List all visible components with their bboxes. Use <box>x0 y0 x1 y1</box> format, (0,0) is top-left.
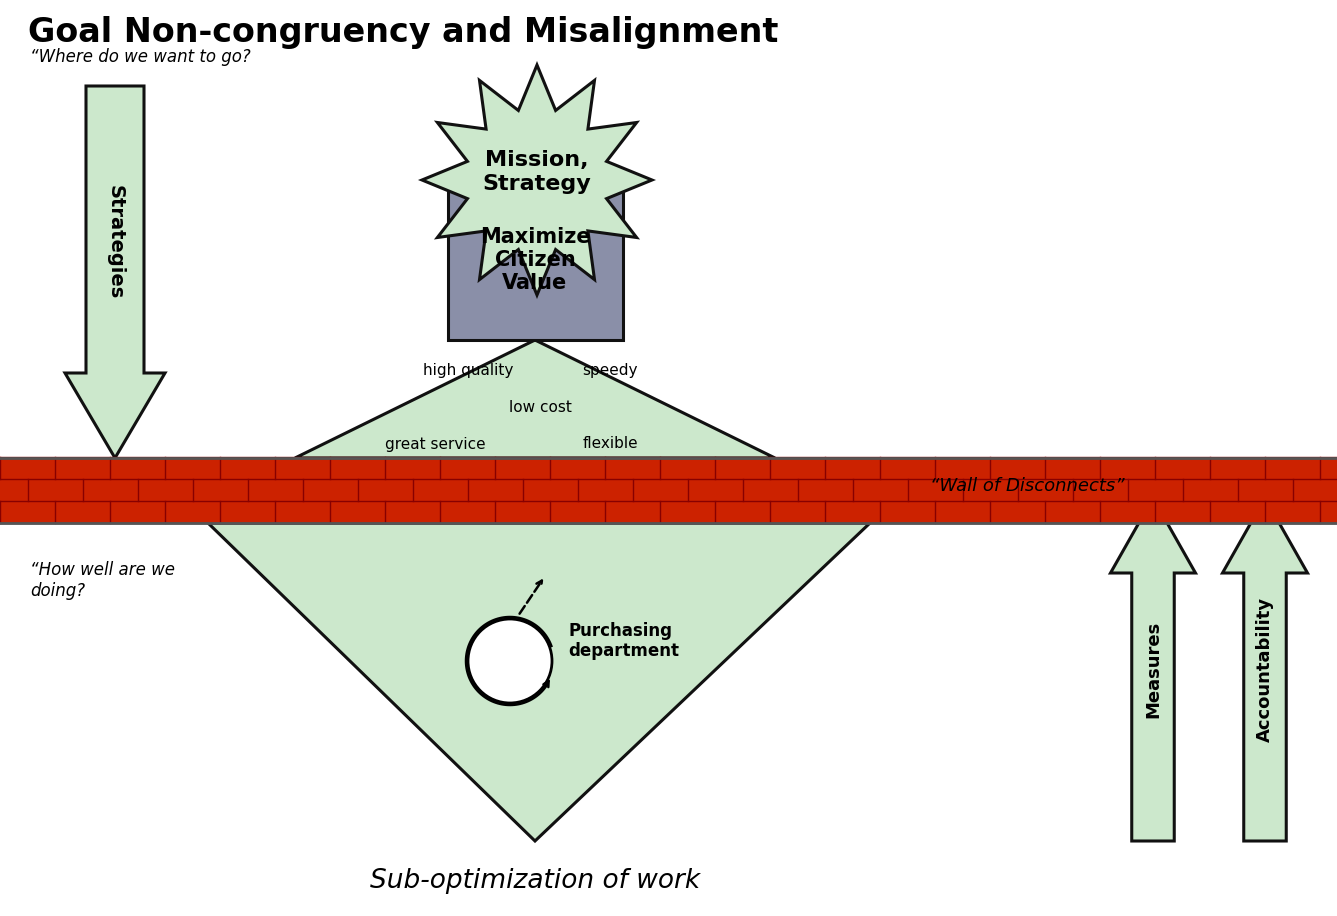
Text: great service: great service <box>385 437 485 452</box>
Circle shape <box>468 619 552 703</box>
Polygon shape <box>1222 498 1308 841</box>
Text: Strategies: Strategies <box>106 185 124 300</box>
Text: Sub-optimization of work: Sub-optimization of work <box>370 868 701 894</box>
Text: high quality: high quality <box>422 364 513 378</box>
Text: “Where do we want to go?: “Where do we want to go? <box>29 48 251 66</box>
Polygon shape <box>66 86 164 458</box>
Text: Measures: Measures <box>1144 621 1162 718</box>
Text: “How well are we
doing?: “How well are we doing? <box>29 561 175 600</box>
Text: Maximize
Citizen
Value: Maximize Citizen Value <box>480 227 591 293</box>
Text: low cost: low cost <box>508 400 571 416</box>
Text: Purchasing
department: Purchasing department <box>568 622 679 660</box>
Text: Mission,
Strategy: Mission, Strategy <box>483 150 591 193</box>
Polygon shape <box>422 65 652 295</box>
Polygon shape <box>1111 498 1195 841</box>
Polygon shape <box>209 523 870 841</box>
Polygon shape <box>295 340 775 458</box>
Text: “Wall of Disconnects”: “Wall of Disconnects” <box>931 477 1124 495</box>
Text: Goal Non-congruency and Misalignment: Goal Non-congruency and Misalignment <box>28 16 778 49</box>
Bar <box>448 180 623 340</box>
Text: Accountability: Accountability <box>1255 597 1274 742</box>
Text: speedy: speedy <box>582 364 638 378</box>
Text: flexible: flexible <box>582 437 638 452</box>
Bar <box>0 458 1337 523</box>
